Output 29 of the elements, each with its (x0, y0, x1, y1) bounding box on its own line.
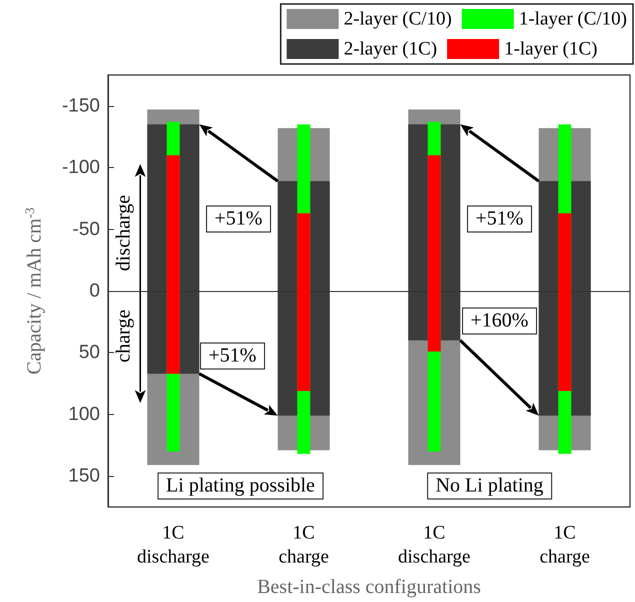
y-tick-label: 100 (68, 404, 100, 425)
legend-label: 2-layer (C/10) (344, 8, 452, 30)
bar (428, 155, 441, 352)
y-tick-label: 150 (68, 466, 100, 487)
x-tick-label: 1C discharge (398, 522, 470, 568)
bar (297, 213, 310, 391)
y-tick-label: 50 (78, 342, 100, 364)
y-tick-label: -50 (72, 218, 100, 240)
annotation: +160% (462, 308, 538, 334)
bar (166, 155, 180, 374)
annotation: +51% (206, 206, 272, 232)
x-axis-title: Best-in-class configurations (257, 576, 482, 598)
annotation: No Li plating (426, 472, 552, 500)
annotation: +51% (200, 342, 266, 370)
y-tick-label: 0 (89, 280, 100, 302)
annotation: discharge (112, 194, 136, 272)
y-tick-label: -100 (62, 157, 100, 178)
bar (558, 213, 572, 391)
legend-label: 1-layer (C/10) (518, 8, 627, 30)
y-axis-title: Capacity / mAh cm-3 (22, 208, 46, 374)
annotation: +51% (466, 206, 532, 232)
annotation: Li plating possible (157, 472, 324, 500)
annotation: charge (112, 310, 136, 362)
x-tick-label: 1C discharge (137, 522, 210, 568)
x-tick-label: 1C charge (278, 522, 329, 568)
x-tick-label: 1C charge (540, 522, 590, 568)
legend-label: 1-layer (1C) (504, 38, 598, 60)
legend-label: 2-layer (1C) (344, 38, 438, 60)
y-tick-label: -150 (62, 95, 100, 116)
